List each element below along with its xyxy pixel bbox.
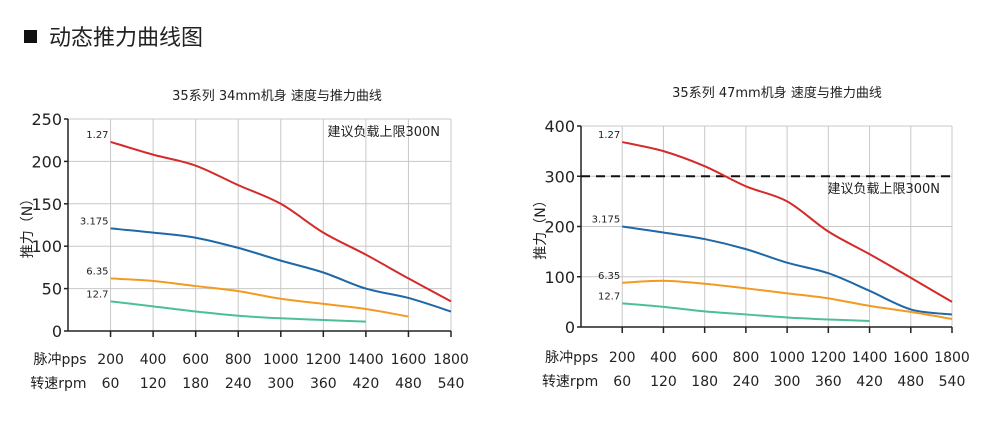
series-line-6.35 <box>622 279 953 320</box>
x-tick-label-rpm: 60 <box>613 374 631 390</box>
x-tick-label-rpm: 480 <box>395 376 422 392</box>
series-line-12.7 <box>622 302 870 322</box>
x-tick-label-rpm: 180 <box>691 374 718 390</box>
load-limit-annotation: 建议负载上限300N <box>327 125 440 140</box>
series-line-1.27 <box>110 140 452 303</box>
series-label: 3.175 <box>80 216 109 227</box>
y-tick-label: 400 <box>544 117 575 136</box>
y-axis-label: 推力（N） <box>533 193 549 259</box>
x-tick-label-pps: 1000 <box>769 350 805 366</box>
section-heading: 动态推力曲线图 <box>24 20 203 52</box>
x-tick-label-rpm: 240 <box>733 374 760 390</box>
x-tick-label-rpm: 300 <box>267 376 294 392</box>
x-tick-label-pps: 1400 <box>852 350 888 366</box>
x-row-label-pps: 脉冲pps <box>545 350 598 366</box>
y-tick-label: 250 <box>31 110 62 129</box>
series-line-3.175 <box>622 225 953 316</box>
x-tick-label-pps: 800 <box>733 350 760 366</box>
x-tick-label-rpm: 60 <box>102 376 120 392</box>
y-tick-label: 200 <box>544 218 575 237</box>
y-axis-label: 推力（N） <box>20 192 36 258</box>
x-tick-label-rpm: 180 <box>182 376 209 392</box>
y-tick-label: 0 <box>565 318 575 337</box>
x-tick-label-pps: 1600 <box>391 352 427 368</box>
x-tick-label-rpm: 120 <box>650 374 677 390</box>
series-line-6.35 <box>110 277 409 318</box>
series-line-12.7 <box>110 300 366 323</box>
y-tick-label: 200 <box>31 152 62 171</box>
x-tick-label-pps: 800 <box>225 352 252 368</box>
x-tick-label-pps: 1200 <box>811 350 847 366</box>
heading-text: 动态推力曲线图 <box>49 26 204 51</box>
x-tick-label-pps: 600 <box>182 352 209 368</box>
x-tick-label-rpm: 360 <box>310 376 337 392</box>
x-tick-label-rpm: 240 <box>225 376 252 392</box>
y-tick-label: 300 <box>544 167 575 186</box>
x-tick-label-rpm: 540 <box>438 376 465 392</box>
chart-title: 35系列 34mm机身 速度与推力曲线 <box>172 88 382 104</box>
x-tick-label-rpm: 480 <box>897 374 924 390</box>
series-line-3.175 <box>110 227 452 313</box>
load-limit-annotation: 建议负载上限300N <box>827 182 940 197</box>
x-tick-label-pps: 400 <box>140 352 167 368</box>
series-label: 12.7 <box>598 291 620 302</box>
y-tick-label: 100 <box>544 268 575 287</box>
square-bullet-icon <box>24 29 37 43</box>
y-tick-label: 0 <box>52 322 62 341</box>
x-tick-label-pps: 1800 <box>433 352 469 368</box>
x-tick-label-rpm: 420 <box>856 374 883 390</box>
series-label: 6.35 <box>598 271 620 282</box>
x-row-label-rpm: 转速rpm <box>30 376 86 392</box>
x-tick-label-rpm: 360 <box>815 374 842 390</box>
x-row-label-pps: 脉冲pps <box>33 352 86 368</box>
x-tick-label-rpm: 420 <box>353 376 380 392</box>
series-label: 12.7 <box>86 289 108 300</box>
x-tick-label-pps: 1200 <box>306 352 342 368</box>
x-tick-label-pps: 600 <box>691 350 718 366</box>
x-tick-label-pps: 200 <box>609 350 636 366</box>
y-tick-label: 150 <box>31 195 62 214</box>
y-tick-label: 50 <box>42 280 62 299</box>
x-tick-label-rpm: 120 <box>140 376 167 392</box>
x-tick-label-pps: 1800 <box>934 350 970 366</box>
x-tick-label-rpm: 540 <box>939 374 966 390</box>
series-label: 1.27 <box>598 130 620 141</box>
x-tick-label-rpm: 300 <box>774 374 801 390</box>
x-row-label-rpm: 转速rpm <box>542 374 598 390</box>
x-tick-label-pps: 200 <box>97 352 124 368</box>
series-label: 1.27 <box>86 130 108 141</box>
y-tick-label: 100 <box>31 237 62 256</box>
series-label: 6.35 <box>86 266 108 277</box>
series-line-1.27 <box>622 141 953 303</box>
x-tick-label-pps: 1600 <box>893 350 929 366</box>
x-tick-label-pps: 1400 <box>348 352 384 368</box>
series-label: 3.175 <box>592 215 621 226</box>
x-tick-label-pps: 400 <box>650 350 677 366</box>
x-tick-label-pps: 1000 <box>263 352 299 368</box>
chart-title: 35系列 47mm机身 速度与推力曲线 <box>672 85 882 101</box>
